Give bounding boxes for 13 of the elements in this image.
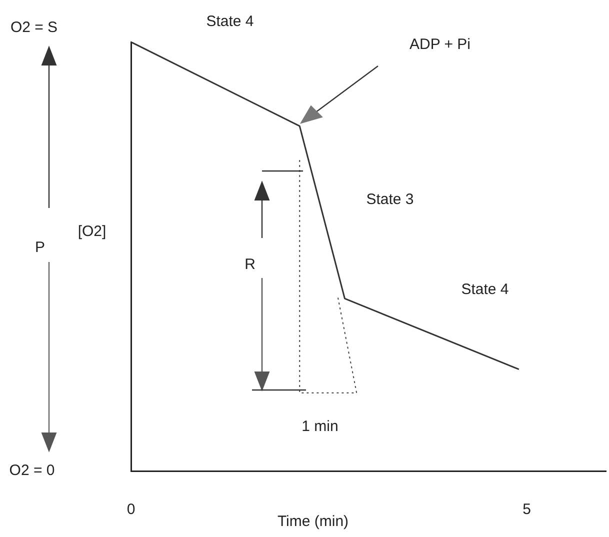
annotation: State 3 — [366, 191, 414, 208]
annotation: R — [244, 256, 256, 274]
annotation: ADP + Pi — [409, 36, 471, 54]
y-axis-title: [O2] — [78, 223, 106, 240]
x-tick-label: 5 — [522, 501, 532, 518]
x-axis-title: Time (min) — [277, 513, 349, 530]
annotation: 1 min — [302, 418, 338, 436]
text: O2 = S — [10, 19, 58, 36]
text: P — [34, 239, 46, 256]
text: State 4 — [206, 13, 254, 30]
annotation: State 4 — [461, 281, 509, 298]
text: O2 = 0 — [9, 462, 55, 480]
x-tick-label: 0 — [126, 501, 136, 518]
